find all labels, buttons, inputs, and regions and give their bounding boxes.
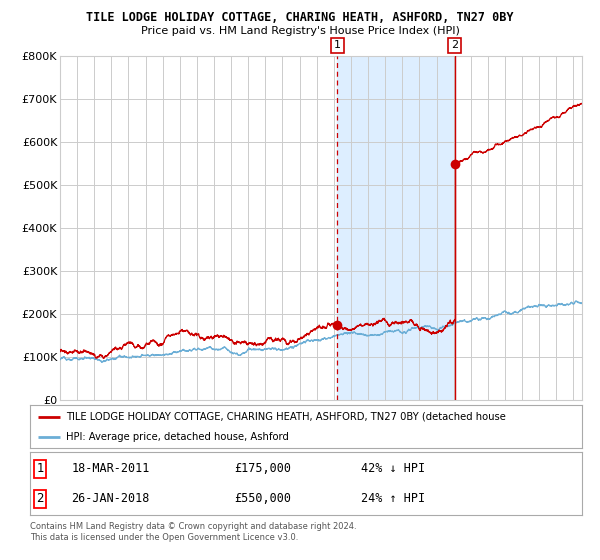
Text: £550,000: £550,000 bbox=[234, 492, 291, 505]
Bar bbox=[337, 56, 455, 400]
Text: 42% ↓ HPI: 42% ↓ HPI bbox=[361, 463, 425, 475]
Text: 1: 1 bbox=[334, 40, 341, 50]
Text: Contains HM Land Registry data © Crown copyright and database right 2024.: Contains HM Land Registry data © Crown c… bbox=[30, 522, 356, 531]
Text: 1: 1 bbox=[36, 463, 44, 475]
Text: 26-JAN-2018: 26-JAN-2018 bbox=[71, 492, 150, 505]
Text: This data is licensed under the Open Government Licence v3.0.: This data is licensed under the Open Gov… bbox=[30, 533, 298, 542]
Text: 18-MAR-2011: 18-MAR-2011 bbox=[71, 463, 150, 475]
Text: TILE LODGE HOLIDAY COTTAGE, CHARING HEATH, ASHFORD, TN27 0BY: TILE LODGE HOLIDAY COTTAGE, CHARING HEAT… bbox=[86, 11, 514, 24]
Text: HPI: Average price, detached house, Ashford: HPI: Average price, detached house, Ashf… bbox=[66, 432, 289, 441]
Text: TILE LODGE HOLIDAY COTTAGE, CHARING HEATH, ASHFORD, TN27 0BY (detached house: TILE LODGE HOLIDAY COTTAGE, CHARING HEAT… bbox=[66, 412, 506, 422]
Text: 24% ↑ HPI: 24% ↑ HPI bbox=[361, 492, 425, 505]
Text: Price paid vs. HM Land Registry's House Price Index (HPI): Price paid vs. HM Land Registry's House … bbox=[140, 26, 460, 36]
Text: 2: 2 bbox=[451, 40, 458, 50]
Text: 2: 2 bbox=[36, 492, 44, 505]
Text: £175,000: £175,000 bbox=[234, 463, 291, 475]
